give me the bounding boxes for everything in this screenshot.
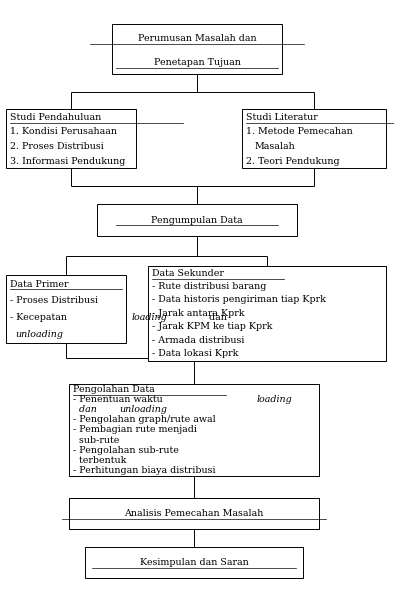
Text: Pengolahan Data: Pengolahan Data [73,385,154,394]
Text: Data Sekunder: Data Sekunder [152,269,223,278]
Bar [69,384,319,476]
Text: Analisis Pemecahan Masalah: Analisis Pemecahan Masalah [125,509,264,518]
Bar [6,109,136,168]
Text: - Pengolahan sub-rute: - Pengolahan sub-rute [73,446,179,455]
Text: Studi Literatur: Studi Literatur [246,113,318,122]
Text: - Jarak KPM ke tiap Kprk: - Jarak KPM ke tiap Kprk [152,322,272,331]
Text: loading: loading [256,395,292,404]
Text: - Penentuan waktu: - Penentuan waktu [73,395,165,404]
Text: Perumusan Masalah dan: Perumusan Masalah dan [138,34,256,43]
Text: unloading: unloading [119,405,167,414]
Bar [97,204,297,236]
Text: - Pembagian rute menjadi: - Pembagian rute menjadi [73,426,197,434]
Text: sub-rute: sub-rute [73,436,119,444]
Text: unloading: unloading [16,330,64,339]
Text: Masalah: Masalah [254,142,295,151]
Text: dan: dan [203,313,227,322]
Text: - Proses Distribusi: - Proses Distribusi [10,296,98,305]
Text: - Data historis pengiriman tiap Kprk: - Data historis pengiriman tiap Kprk [152,296,325,304]
Text: - Armada distribusi: - Armada distribusi [152,336,244,345]
Text: Studi Pendahuluan: Studi Pendahuluan [10,113,101,122]
Text: 3. Informasi Pendukung: 3. Informasi Pendukung [10,157,125,165]
Bar [242,109,386,168]
Bar [85,547,303,578]
Text: 1. Metode Pemecahan: 1. Metode Pemecahan [246,127,353,136]
Text: - Data lokasi Kprk: - Data lokasi Kprk [152,349,238,358]
Bar [6,275,126,343]
Bar [112,24,282,74]
Text: terbentuk: terbentuk [73,456,126,465]
Text: Data Primer: Data Primer [10,280,68,288]
Bar [148,266,386,361]
Text: Kesimpulan dan Saran: Kesimpulan dan Saran [139,558,249,567]
Text: 1. Kondisi Perusahaan: 1. Kondisi Perusahaan [10,127,117,136]
Text: 2. Teori Pendukung: 2. Teori Pendukung [246,157,340,165]
Text: 2. Proses Distribusi: 2. Proses Distribusi [10,142,104,151]
Text: - Rute distribusi barang: - Rute distribusi barang [152,282,266,291]
Text: loading: loading [132,313,168,322]
Text: - Perhitungan biaya distribusi: - Perhitungan biaya distribusi [73,466,216,475]
Bar [69,498,319,529]
Text: dan: dan [79,405,100,414]
Text: - Kecepatan: - Kecepatan [10,313,70,322]
Text: - Jarak antara Kprk: - Jarak antara Kprk [152,309,244,318]
Text: Pengumpulan Data: Pengumpulan Data [151,216,243,225]
Text: - Pengolahan graph/rute awal: - Pengolahan graph/rute awal [73,415,216,424]
Text: Penetapan Tujuan: Penetapan Tujuan [154,58,240,67]
